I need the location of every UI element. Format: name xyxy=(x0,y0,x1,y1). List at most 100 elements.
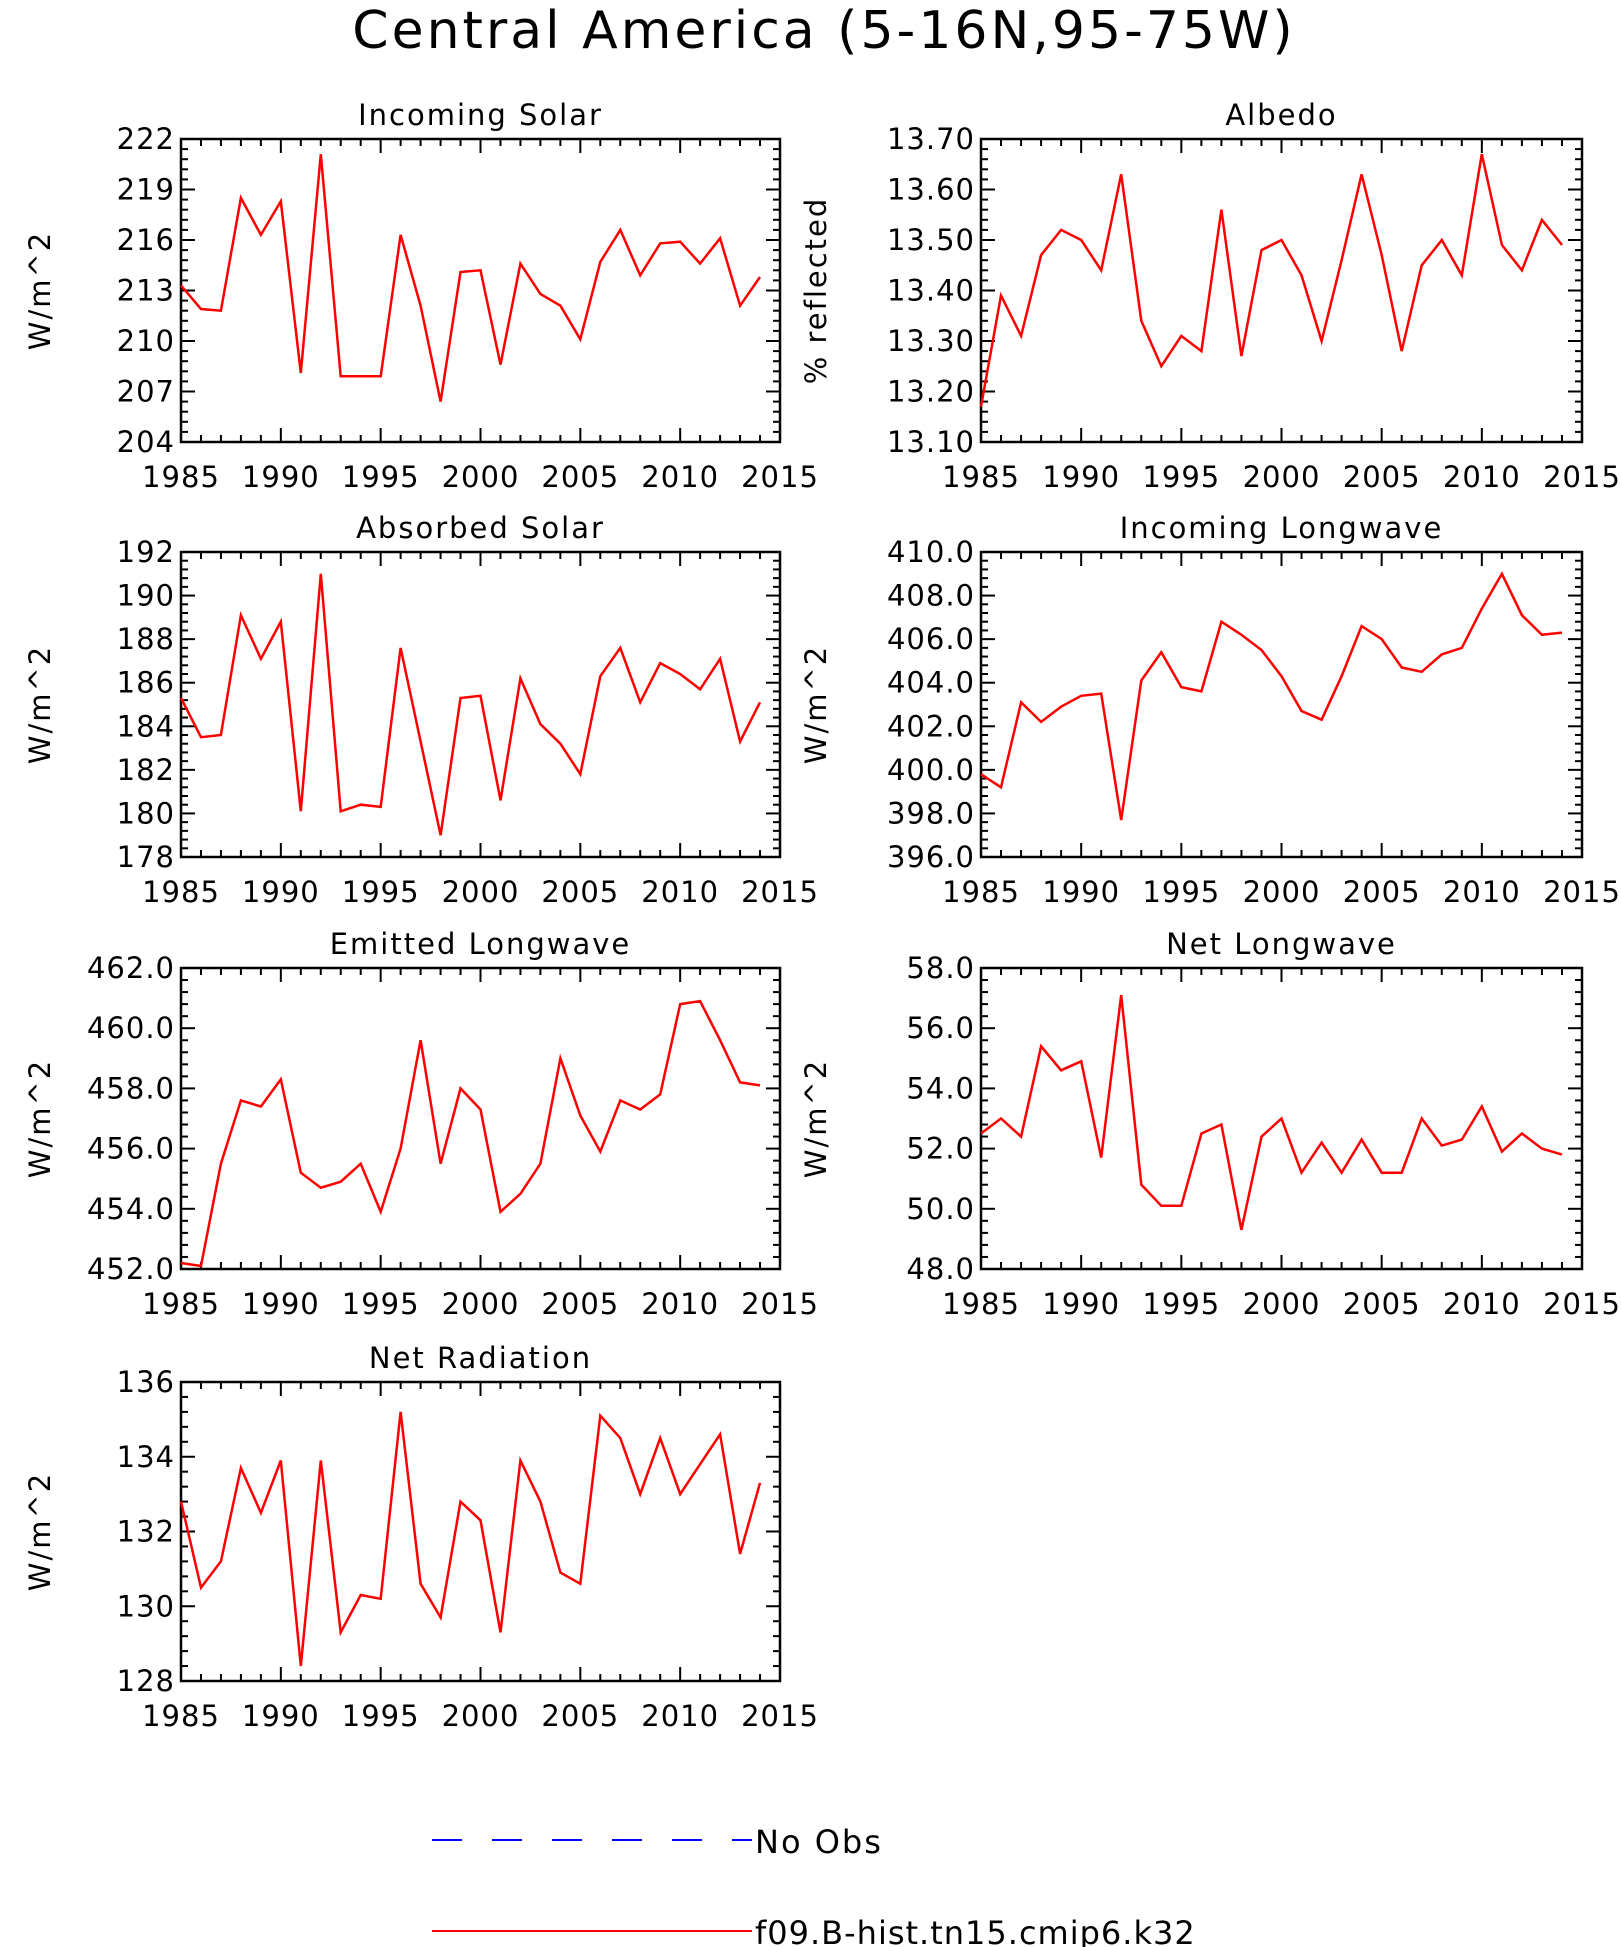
x-tick-label: 2000 xyxy=(442,1699,520,1733)
y-tick-label: 207 xyxy=(117,375,175,409)
x-tick-label: 2000 xyxy=(442,1287,520,1321)
series-line xyxy=(179,573,762,836)
x-tick-label: 2005 xyxy=(1343,875,1421,909)
x-tick-label: 2010 xyxy=(641,875,719,909)
x-tick-label: 2000 xyxy=(442,460,520,494)
x-tick-label: 1995 xyxy=(342,1699,420,1733)
y-tick-label: 188 xyxy=(117,622,175,656)
y-tick-label: 128 xyxy=(117,1664,175,1698)
panel-net-longwave: 1985 1990 1995 2000 2005 2010 2015 48.0 50.0 52.0… xyxy=(799,927,1620,1321)
x-tick-label: 2005 xyxy=(541,460,619,494)
x-tick-label: 2010 xyxy=(1443,875,1521,909)
y-axis-label: W/m^2 xyxy=(23,645,57,764)
y-tick-label: 13.70 xyxy=(887,122,975,156)
panel-absorbed-solar: 1985 1990 1995 2000 2005 2010 2015 178 180 182 184… xyxy=(23,511,819,909)
legend-no-obs-label: No Obs xyxy=(755,1823,883,1861)
y-tick-label: 13.10 xyxy=(887,425,975,459)
y-tick-label: 396.0 xyxy=(887,840,975,874)
x-tick-label: 1985 xyxy=(942,875,1020,909)
y-tick-label: 132 xyxy=(117,1515,175,1549)
x-tick-label: 2015 xyxy=(741,1699,819,1733)
panel-title: Emitted Longwave xyxy=(330,927,632,961)
x-tick-label: 1995 xyxy=(1142,1287,1220,1321)
x-tick-label: 2015 xyxy=(741,875,819,909)
y-axis-label: W/m^2 xyxy=(799,645,833,764)
x-tick-label: 2015 xyxy=(1543,460,1621,494)
panel-title: Albedo xyxy=(1225,98,1337,132)
panel-incoming-solar: 1985 1990 1995 2000 2005 2010 2015 204 207 210 213… xyxy=(23,98,819,494)
y-tick-label: 454.0 xyxy=(87,1192,175,1226)
panel-title: Incoming Solar xyxy=(358,98,603,132)
panel-title: Incoming Longwave xyxy=(1120,511,1444,545)
y-tick-label: 13.40 xyxy=(887,274,975,308)
y-tick-label: 186 xyxy=(117,666,175,700)
legend: No Obs f09.B-hist.tn15.cmip6.k32 xyxy=(432,1823,1195,1947)
x-tick-label: 2000 xyxy=(1243,875,1321,909)
x-tick-label: 1985 xyxy=(142,1699,220,1733)
y-tick-label: 52.0 xyxy=(906,1132,975,1166)
x-tick-label: 1985 xyxy=(142,460,220,494)
x-tick-label: 1985 xyxy=(942,1287,1020,1321)
y-tick-label: 13.60 xyxy=(887,173,975,207)
y-tick-label: 13.30 xyxy=(887,324,975,358)
x-tick-label: 2015 xyxy=(741,1287,819,1321)
y-tick-label: 178 xyxy=(117,840,175,874)
y-tick-label: 456.0 xyxy=(87,1132,175,1166)
y-tick-label: 408.0 xyxy=(887,579,975,613)
x-tick-label: 1985 xyxy=(142,1287,220,1321)
x-tick-label: 2005 xyxy=(1343,1287,1421,1321)
x-tick-label: 2010 xyxy=(641,1699,719,1733)
panel-emitted-longwave: 1985 1990 1995 2000 2005 2010 2015 452.0 454.0 45… xyxy=(23,927,819,1321)
y-tick-label: 404.0 xyxy=(887,666,975,700)
x-tick-label: 1990 xyxy=(1042,460,1120,494)
y-axis-label: W/m^2 xyxy=(799,1059,833,1178)
x-tick-label: 1990 xyxy=(242,875,320,909)
y-tick-label: 458.0 xyxy=(87,1071,175,1105)
y-tick-label: 219 xyxy=(117,173,175,207)
y-tick-label: 184 xyxy=(117,709,175,743)
panel-albedo: 1985 1990 1995 2000 2005 2010 2015 13.10 13.20 13… xyxy=(799,98,1621,494)
y-tick-label: 398.0 xyxy=(887,796,975,830)
y-tick-label: 462.0 xyxy=(87,951,175,985)
x-tick-label: 1995 xyxy=(342,460,420,494)
x-tick-label: 2005 xyxy=(541,1287,619,1321)
y-tick-label: 180 xyxy=(117,796,175,830)
x-tick-label: 1990 xyxy=(242,460,320,494)
y-tick-label: 213 xyxy=(117,274,175,308)
x-tick-label: 2010 xyxy=(641,1287,719,1321)
y-tick-label: 58.0 xyxy=(906,951,975,985)
y-tick-label: 400.0 xyxy=(887,753,975,787)
plot-frame xyxy=(179,550,782,859)
y-tick-label: 50.0 xyxy=(906,1192,975,1226)
y-tick-label: 56.0 xyxy=(906,1011,975,1045)
y-tick-label: 48.0 xyxy=(906,1252,975,1286)
panel-title: Net Longwave xyxy=(1166,927,1397,961)
y-tick-label: 13.50 xyxy=(887,223,975,257)
y-tick-label: 210 xyxy=(117,324,175,358)
x-tick-label: 2005 xyxy=(541,1699,619,1733)
series-line xyxy=(979,153,1563,407)
x-tick-label: 1990 xyxy=(242,1287,320,1321)
y-axis-label: % reflected xyxy=(799,197,833,385)
series-line xyxy=(980,994,1563,1231)
x-tick-label: 1985 xyxy=(142,875,220,909)
x-tick-label: 2005 xyxy=(1343,460,1421,494)
y-tick-label: 13.20 xyxy=(887,375,975,409)
panel-net-radiation: 1985 1990 1995 2000 2005 2010 2015 128 130 132 134… xyxy=(23,1341,819,1733)
x-tick-label: 2000 xyxy=(1243,1287,1321,1321)
y-axis-label: W/m^2 xyxy=(23,1059,57,1178)
y-tick-label: 460.0 xyxy=(87,1011,175,1045)
x-tick-label: 2000 xyxy=(442,875,520,909)
y-tick-label: 182 xyxy=(117,753,175,787)
y-tick-label: 204 xyxy=(117,425,175,459)
y-tick-label: 190 xyxy=(117,579,175,613)
x-tick-label: 1995 xyxy=(342,875,420,909)
x-tick-label: 2015 xyxy=(741,460,819,494)
x-tick-label: 1985 xyxy=(942,460,1020,494)
x-tick-label: 2000 xyxy=(1243,460,1321,494)
x-tick-label: 2010 xyxy=(641,460,719,494)
plot-frame xyxy=(979,137,1584,444)
x-tick-label: 2015 xyxy=(1543,875,1621,909)
series-line xyxy=(180,154,762,402)
x-tick-label: 1995 xyxy=(1142,875,1220,909)
